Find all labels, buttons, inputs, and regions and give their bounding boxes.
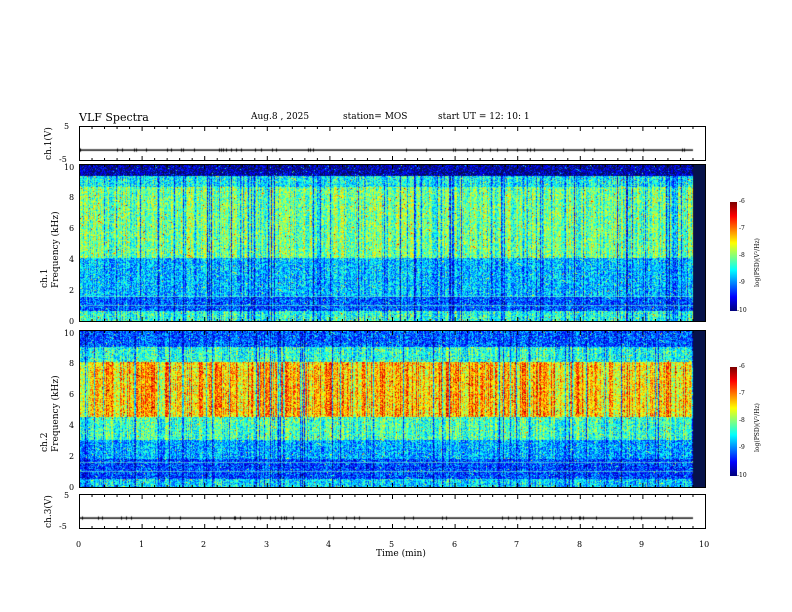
x-axis-label: Time (min) <box>376 549 426 559</box>
ch1-cbar-tick: -8 <box>739 252 745 259</box>
x-tick-label: 7 <box>514 540 520 549</box>
ch1-cbar-tick: -6 <box>739 198 745 205</box>
ch2-cbar-tick: -7 <box>739 390 745 397</box>
ch3-waveform-panel <box>79 494 706 529</box>
date-label: Aug.8 , 2025 <box>251 112 310 122</box>
ch1-ytick-top: 5 <box>64 122 70 131</box>
ch2-freq-tick: 0 <box>69 483 75 492</box>
ch1-freq-tick: 0 <box>69 317 75 326</box>
ch2-cbar-tick: -10 <box>737 472 747 479</box>
ch1-freq-tick: 10 <box>64 163 75 172</box>
station-label: station= MOS <box>343 112 408 122</box>
ch1-waveform-panel <box>79 126 706 161</box>
ch1-freq-tick: 2 <box>69 286 75 295</box>
ch2-spectrogram-panel <box>79 330 706 488</box>
ch2-spectrogram-image <box>80 331 705 487</box>
ch3-ytick-bottom: -5 <box>59 522 67 531</box>
chart-title: VLF Spectra <box>79 111 149 124</box>
ch1-cbar-tick: -7 <box>739 225 745 232</box>
x-tick-label: 0 <box>76 540 82 549</box>
x-tick-label: 6 <box>452 540 458 549</box>
ch2-freq-tick: 2 <box>69 452 75 461</box>
ch2-freq-tick: 10 <box>64 329 75 338</box>
ch3-waveform-trace <box>80 495 705 528</box>
ch2-colorbar <box>730 367 737 476</box>
ch1-spectrogram-image <box>80 165 705 321</box>
x-tick-label: 9 <box>639 540 645 549</box>
ch1-waveform-trace <box>80 127 705 160</box>
ch1-freq-tick: 4 <box>69 255 75 264</box>
ch2-freq-tick: 6 <box>69 390 75 399</box>
x-tick-label: 4 <box>326 540 332 549</box>
ch1-freq-tick: 8 <box>69 193 75 202</box>
ch2-cbar-tick: -9 <box>739 444 745 451</box>
x-tick-label: 3 <box>264 540 270 549</box>
x-tick-label: 10 <box>699 540 710 549</box>
ch1-colorbar <box>730 202 737 311</box>
ch2-cbar-tick: -6 <box>739 363 745 370</box>
ch1-cbar-tick: -10 <box>737 307 747 314</box>
x-tick-label: 2 <box>201 540 207 549</box>
ch1-cbar-tick: -9 <box>739 279 745 286</box>
ch2-cbar-tick: -8 <box>739 417 745 424</box>
x-tick-label: 8 <box>577 540 583 549</box>
ch2-freq-tick: 8 <box>69 359 75 368</box>
ch1-ytick-bottom: -5 <box>59 155 67 164</box>
ch3-ytick-top: 5 <box>64 491 70 500</box>
ch2-freq-tick: 4 <box>69 421 75 430</box>
x-tick-label: 5 <box>389 540 395 549</box>
start-ut-label: start UT = 12: 10: 1 <box>438 112 530 122</box>
x-tick-label: 1 <box>139 540 145 549</box>
ch1-freq-tick: 6 <box>69 224 75 233</box>
